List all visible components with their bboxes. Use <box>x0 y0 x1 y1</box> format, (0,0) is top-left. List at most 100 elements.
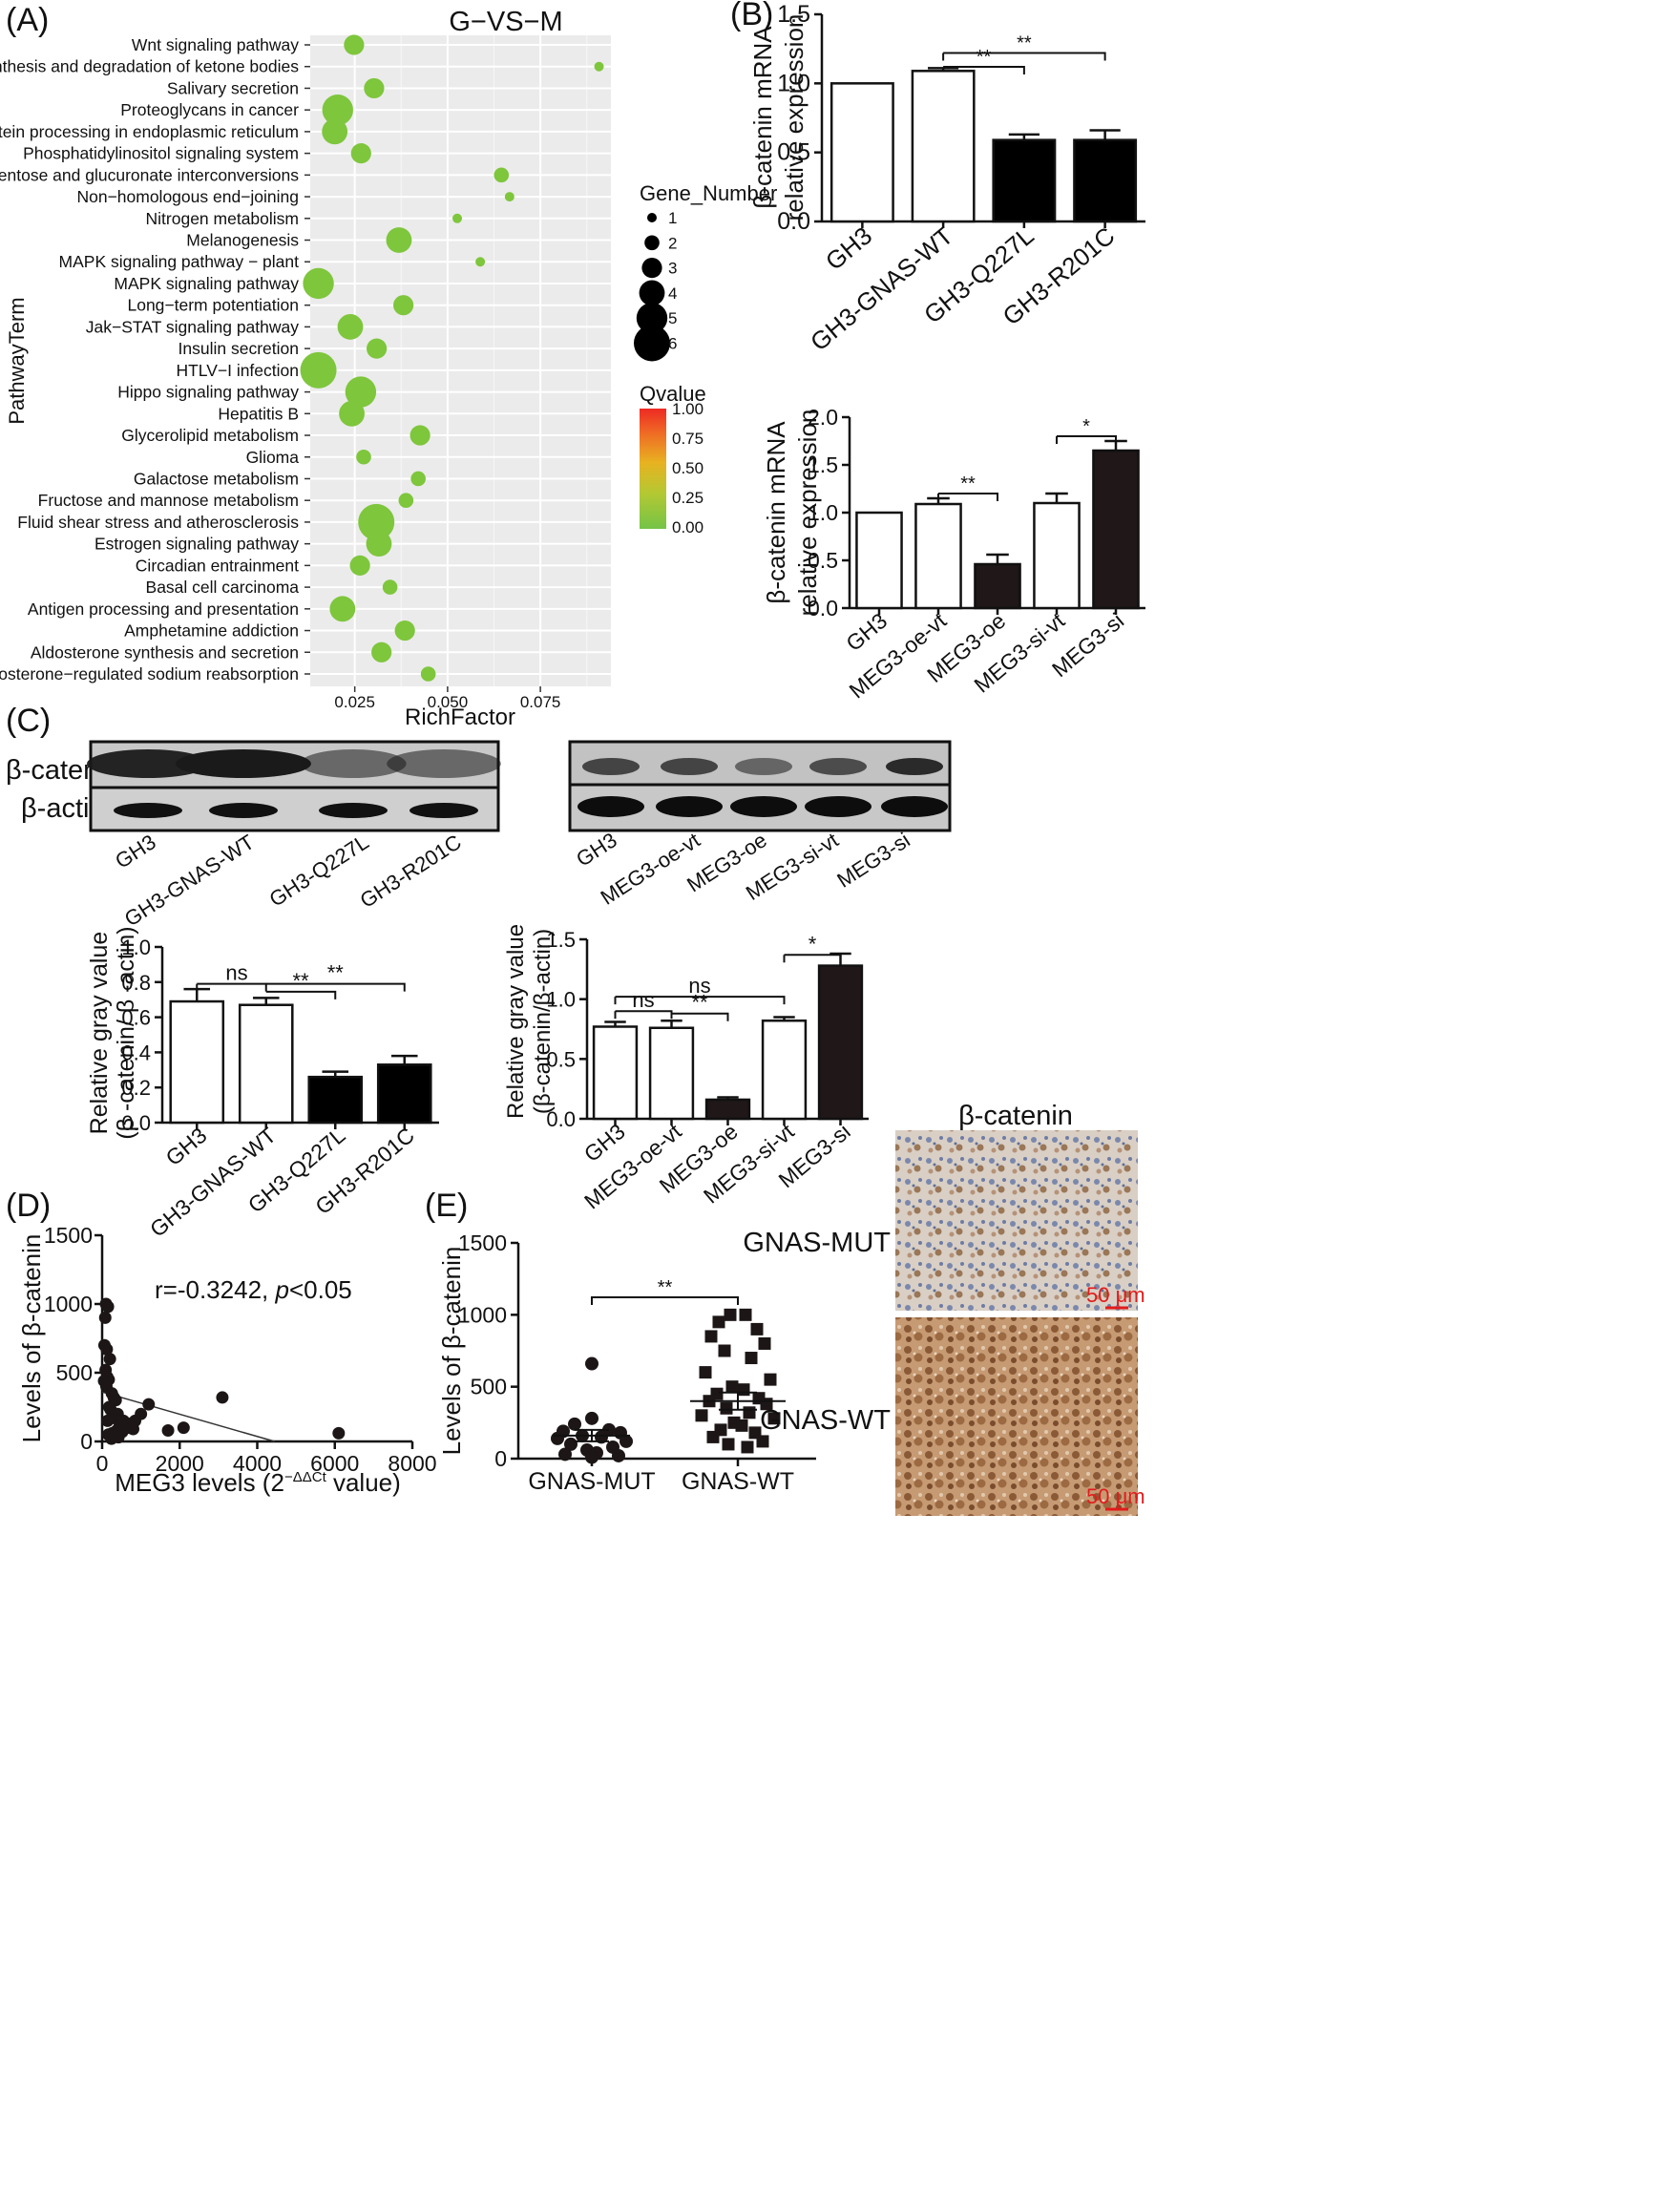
y-axis-title: relative expression <box>793 410 822 617</box>
sig-bracket <box>938 493 998 501</box>
sig-label: ** <box>327 961 345 985</box>
bar <box>704 1098 751 1121</box>
y-tick-label: 1000 <box>44 1292 93 1316</box>
sig-label: ns <box>225 961 247 985</box>
chart-b-top: 0.0 0.5 1.0 1.5β-catenin mRNA relative expre… <box>748 1 1145 356</box>
x-tick-label: 4000 <box>233 1451 282 1476</box>
bar <box>911 70 976 223</box>
sig-bracket <box>943 52 1106 61</box>
data-point-wt <box>739 1308 752 1321</box>
pathway-term-label: Fructose and mannose metabolism <box>38 491 299 510</box>
y-tick-label: 500 <box>471 1375 507 1399</box>
legend-size-dot <box>647 213 657 222</box>
data-point <box>105 1432 118 1445</box>
y-tick-label: 1500 <box>44 1223 93 1248</box>
legend-size-label: 5 <box>668 309 677 327</box>
blot-band-bactin <box>410 803 478 818</box>
bar <box>992 138 1057 223</box>
data-point-mut <box>564 1437 578 1451</box>
sig-bracket <box>591 1296 739 1305</box>
pathway-term-label: Galactose metabolism <box>134 469 299 488</box>
panel-label-b: (B) <box>730 0 773 32</box>
legend-size-title: Gene_Number <box>640 181 777 205</box>
y-tick-label: 1.0 <box>121 936 151 959</box>
pathway-point <box>337 314 364 340</box>
category-label: GNAS-WT <box>682 1468 794 1495</box>
blot-lane-label: MEG3-si <box>832 828 914 893</box>
pathway-point <box>339 400 365 427</box>
pathway-point <box>358 503 395 540</box>
y-axis-title: Levels of β-catenin <box>17 1234 46 1443</box>
y-tick-label: 0.5 <box>546 1047 576 1071</box>
data-point <box>216 1391 229 1404</box>
legend-size-label: 1 <box>668 209 677 227</box>
pathway-point <box>349 555 370 576</box>
y-axis-title: relative expression <box>780 14 808 221</box>
y-axis-title: β-catenin mRNA <box>762 421 790 604</box>
x-axis-title-main: MEG3 levels (2 <box>115 1468 284 1497</box>
sig-bracket <box>265 982 406 992</box>
legend-color-label: 1.00 <box>672 400 704 418</box>
data-point-mut <box>612 1448 625 1462</box>
bar <box>817 964 864 1121</box>
blot-band-bactin <box>209 803 278 818</box>
pathway-point <box>344 34 365 55</box>
y-tick-label: 1500 <box>458 1230 507 1255</box>
legend-color-label: 0.00 <box>672 518 704 536</box>
legend-color-label: 0.50 <box>672 459 704 477</box>
data-point <box>101 1300 115 1314</box>
y-tick-label: 0.0 <box>121 1111 151 1135</box>
pathway-point <box>594 61 604 72</box>
ihc-row-label-mut: GNAS-MUT <box>743 1228 891 1258</box>
data-point-wt <box>756 1435 769 1448</box>
data-point-mut <box>620 1434 633 1448</box>
sig-label: ** <box>292 969 309 993</box>
y-tick-label: 1.0 <box>777 70 810 96</box>
y-tick-label: 500 <box>56 1360 93 1385</box>
blot-band-bcatenin <box>886 758 943 775</box>
y-tick-label: 1.5 <box>808 452 838 477</box>
sig-label: ** <box>1017 33 1032 54</box>
x-tick-label: 2000 <box>156 1451 204 1476</box>
pathway-term-label: Glycerolipid metabolism <box>121 426 299 445</box>
annotation-r: r=-0.3242, <box>155 1275 275 1304</box>
y-axis-title: β-catenin mRNA <box>748 26 777 209</box>
bar <box>855 511 903 610</box>
blot-band-bcatenin <box>300 749 407 778</box>
pathway-term-label: Wnt signaling pathway <box>132 35 299 54</box>
annotation-p: p <box>274 1275 288 1304</box>
sig-label: ns <box>688 974 710 998</box>
y-tick-label: 0.4 <box>121 1041 151 1064</box>
y-tick-label: 0.0 <box>546 1107 576 1131</box>
pathway-term-label: Aldosterone−regulated sodium reabsorptio… <box>0 664 299 683</box>
pathway-term-label: Non−homologous end−joining <box>76 187 299 206</box>
sig-label: ** <box>658 1277 673 1298</box>
legend-size-dot <box>644 235 660 251</box>
pathway-term-label: Circadian entrainment <box>136 556 299 575</box>
y-axis-title: Relative gray value <box>503 924 529 1119</box>
chart-a-grid <box>310 35 611 686</box>
data-point-wt <box>745 1352 758 1365</box>
y-axis-title: (β -catenin/ β -actin) <box>113 926 139 1139</box>
blot-lane-label: GH3 <box>111 830 160 873</box>
trend-line <box>101 1391 275 1442</box>
ihc-image-gnas-mut <box>895 1130 1138 1311</box>
pathway-term-label: HTLV−I infection <box>176 361 299 380</box>
pathway-term-label: Proteoglycans in cancer <box>120 100 299 119</box>
pathway-point <box>475 257 486 267</box>
correlation-annotation: r=-0.3242, p<0.05 <box>155 1275 352 1304</box>
category-label: GH3 <box>161 1123 212 1170</box>
bar <box>830 82 894 223</box>
y-tick-label: 0.8 <box>121 971 151 995</box>
pathway-point <box>504 192 514 202</box>
pathway-term-label: Estrogen signaling pathway <box>94 535 299 554</box>
pathway-term-label: Nitrogen metabolism <box>146 209 299 228</box>
category-label: GNAS-MUT <box>528 1468 655 1495</box>
pathway-point <box>386 227 412 253</box>
data-point <box>129 1414 142 1427</box>
